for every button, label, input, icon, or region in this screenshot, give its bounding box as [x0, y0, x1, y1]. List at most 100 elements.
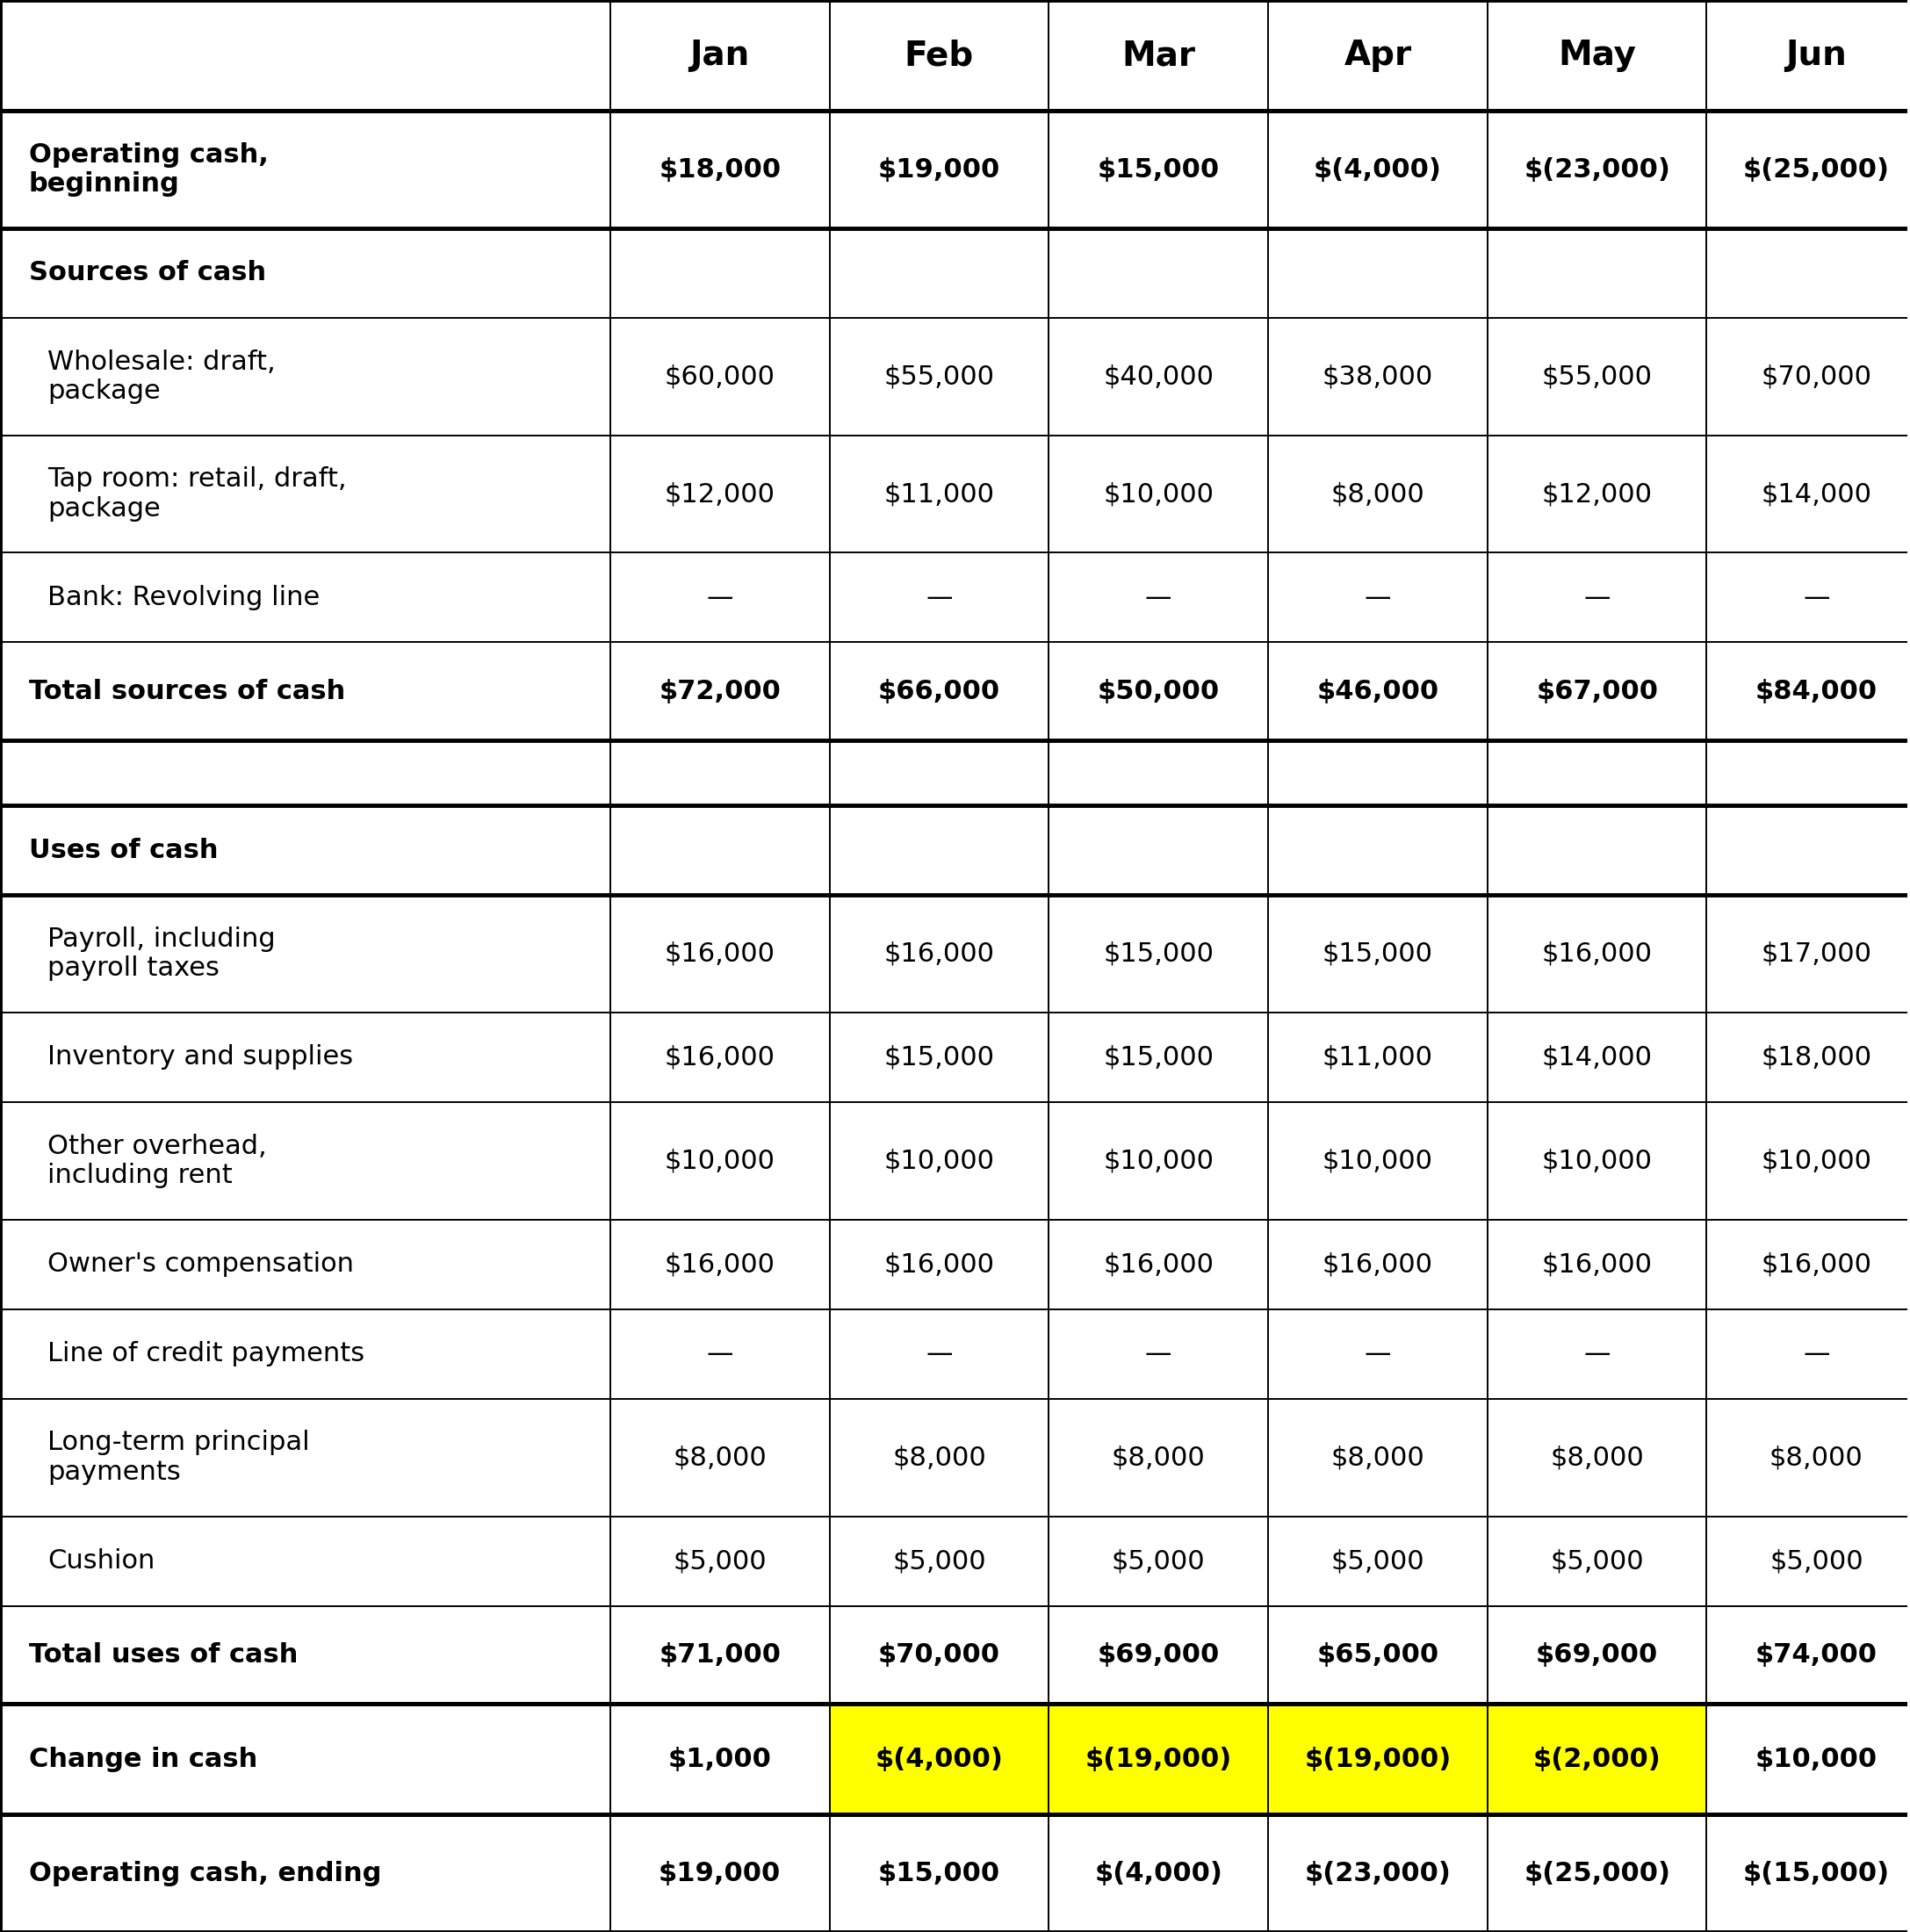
Text: —: —: [1146, 1341, 1173, 1366]
Text: —: —: [1364, 1341, 1390, 1366]
Text: Sources of cash: Sources of cash: [29, 261, 265, 286]
Text: $14,000: $14,000: [1761, 481, 1872, 506]
Text: —: —: [1583, 1341, 1610, 1366]
Text: Inventory and supplies: Inventory and supplies: [48, 1045, 353, 1070]
Text: $10,000: $10,000: [1755, 1747, 1878, 1772]
Bar: [1268, 1704, 1488, 1814]
Text: Uses of cash: Uses of cash: [29, 837, 218, 864]
Text: $16,000: $16,000: [1541, 941, 1652, 966]
Text: $10,000: $10,000: [1761, 1148, 1872, 1173]
Text: —: —: [926, 1341, 953, 1366]
Text: $50,000: $50,000: [1098, 678, 1220, 703]
Text: $16,000: $16,000: [884, 941, 995, 966]
Text: $74,000: $74,000: [1755, 1642, 1878, 1667]
Text: —: —: [1583, 585, 1610, 611]
Text: $16,000: $16,000: [1541, 1252, 1652, 1277]
Text: $(23,000): $(23,000): [1524, 156, 1671, 182]
Text: $5,000: $5,000: [1112, 1548, 1205, 1575]
Text: $10,000: $10,000: [1104, 481, 1213, 506]
Text: $(25,000): $(25,000): [1524, 1861, 1671, 1886]
Text: $17,000: $17,000: [1761, 941, 1872, 966]
Text: —: —: [926, 585, 953, 611]
Text: Change in cash: Change in cash: [29, 1747, 258, 1772]
Text: $(2,000): $(2,000): [1534, 1747, 1662, 1772]
Text: $15,000: $15,000: [1322, 941, 1432, 966]
Text: $15,000: $15,000: [1098, 156, 1220, 182]
Text: $67,000: $67,000: [1536, 678, 1658, 703]
Text: —: —: [707, 585, 733, 611]
Text: $55,000: $55,000: [884, 363, 995, 390]
Text: $84,000: $84,000: [1755, 678, 1878, 703]
Text: $(23,000): $(23,000): [1305, 1861, 1452, 1886]
Text: $5,000: $5,000: [892, 1548, 986, 1575]
Text: $19,000: $19,000: [659, 1861, 781, 1886]
Text: $16,000: $16,000: [1322, 1252, 1432, 1277]
Text: $(4,000): $(4,000): [1314, 156, 1442, 182]
Text: $72,000: $72,000: [659, 678, 781, 703]
Text: —: —: [1803, 1341, 1830, 1366]
Text: $8,000: $8,000: [1331, 1445, 1425, 1470]
Text: $14,000: $14,000: [1541, 1045, 1652, 1070]
Text: —: —: [1803, 585, 1830, 611]
Text: $16,000: $16,000: [884, 1252, 995, 1277]
Text: $65,000: $65,000: [1316, 1642, 1438, 1667]
Text: $70,000: $70,000: [879, 1642, 1001, 1667]
Text: Payroll, including
payroll taxes: Payroll, including payroll taxes: [48, 925, 275, 981]
Text: $66,000: $66,000: [879, 678, 1001, 703]
Text: $(25,000): $(25,000): [1744, 156, 1889, 182]
Text: $5,000: $5,000: [1331, 1548, 1425, 1575]
Text: $40,000: $40,000: [1104, 363, 1213, 390]
Text: Owner's compensation: Owner's compensation: [48, 1252, 353, 1277]
Text: Bank: Revolving line: Bank: Revolving line: [48, 585, 321, 611]
Text: Jun: Jun: [1786, 39, 1847, 71]
Text: Feb: Feb: [903, 39, 974, 71]
Text: $15,000: $15,000: [884, 1045, 995, 1070]
Text: $55,000: $55,000: [1541, 363, 1652, 390]
Text: $16,000: $16,000: [665, 1252, 775, 1277]
Text: $8,000: $8,000: [672, 1445, 766, 1470]
Bar: [1488, 1704, 1708, 1814]
Text: $18,000: $18,000: [659, 156, 781, 182]
Text: $60,000: $60,000: [665, 363, 775, 390]
Text: $11,000: $11,000: [884, 481, 995, 506]
Text: $8,000: $8,000: [892, 1445, 986, 1470]
Text: $(19,000): $(19,000): [1085, 1747, 1232, 1772]
Text: $15,000: $15,000: [1104, 941, 1213, 966]
Text: Long-term principal
payments: Long-term principal payments: [48, 1430, 309, 1486]
Text: $16,000: $16,000: [1761, 1252, 1872, 1277]
Text: $5,000: $5,000: [1551, 1548, 1645, 1575]
Text: $70,000: $70,000: [1761, 363, 1872, 390]
Text: $10,000: $10,000: [1104, 1148, 1213, 1173]
Text: $15,000: $15,000: [1104, 1045, 1213, 1070]
Text: $19,000: $19,000: [879, 156, 1001, 182]
Text: $5,000: $5,000: [1769, 1548, 1862, 1575]
Text: $(19,000): $(19,000): [1305, 1747, 1452, 1772]
Text: $16,000: $16,000: [665, 1045, 775, 1070]
Text: $11,000: $11,000: [1322, 1045, 1432, 1070]
Text: $12,000: $12,000: [1541, 481, 1652, 506]
Text: $8,000: $8,000: [1551, 1445, 1645, 1470]
Text: —: —: [1146, 585, 1173, 611]
Text: $(4,000): $(4,000): [1094, 1861, 1222, 1886]
Text: $38,000: $38,000: [1322, 363, 1432, 390]
Text: $1,000: $1,000: [668, 1747, 772, 1772]
Text: $15,000: $15,000: [879, 1861, 1001, 1886]
Text: $8,000: $8,000: [1331, 481, 1425, 506]
Text: $8,000: $8,000: [1112, 1445, 1205, 1470]
Text: Tap room: retail, draft,
package: Tap room: retail, draft, package: [48, 466, 348, 522]
Text: Jan: Jan: [690, 39, 751, 71]
Text: —: —: [1364, 585, 1390, 611]
Text: $69,000: $69,000: [1536, 1642, 1658, 1667]
Text: Wholesale: draft,
package: Wholesale: draft, package: [48, 350, 275, 404]
Text: —: —: [707, 1341, 733, 1366]
Text: $10,000: $10,000: [665, 1148, 775, 1173]
Text: Operating cash,
beginning: Operating cash, beginning: [29, 143, 267, 197]
Text: $18,000: $18,000: [1761, 1045, 1872, 1070]
Text: Total uses of cash: Total uses of cash: [29, 1642, 298, 1667]
Text: Apr: Apr: [1345, 39, 1411, 71]
Text: $10,000: $10,000: [1541, 1148, 1652, 1173]
Text: Operating cash, ending: Operating cash, ending: [29, 1861, 382, 1886]
Text: $69,000: $69,000: [1098, 1642, 1220, 1667]
Text: May: May: [1559, 39, 1637, 71]
Text: $16,000: $16,000: [665, 941, 775, 966]
